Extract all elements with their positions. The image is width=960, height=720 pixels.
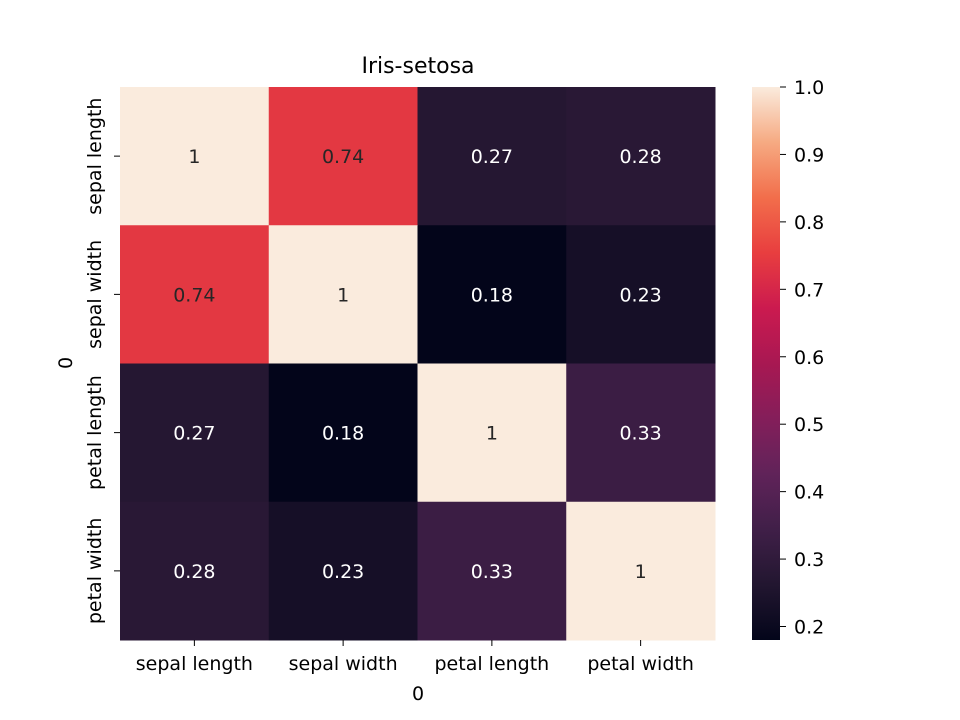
cell-value-label: 1 <box>486 423 498 445</box>
y-axis-ticks: sepal length sepal width petal length petal… <box>84 98 120 625</box>
heatmap-cell <box>120 87 270 226</box>
heatmap-cell-labels: 1 0.74 0.27 0.28 0.74 1 0.18 0.23 0.27 0.18 1 0.33 0… <box>173 146 662 583</box>
cell-value-label: 1 <box>337 284 349 306</box>
chart-title: Iris-setosa <box>361 54 474 79</box>
cell-value-label: 1 <box>635 561 647 583</box>
colorbar-tick-label: 0.6 <box>794 347 824 369</box>
colorbar-tick-label: 0.9 <box>794 144 824 166</box>
heatmap-cell <box>417 87 567 226</box>
cell-value-label: 0.33 <box>619 423 661 445</box>
colorbar-tick-label: 0.4 <box>794 482 824 504</box>
colorbar-tick-label: 0.8 <box>794 212 824 234</box>
heatmap-cell <box>566 87 716 226</box>
cell-value-label: 0.74 <box>173 284 215 306</box>
heatmap-cell <box>417 363 567 503</box>
heatmap-cell <box>120 225 270 364</box>
heatmap-cell <box>566 225 716 364</box>
y-tick-label: petal length <box>84 375 106 490</box>
cell-value-label: 0.23 <box>322 561 364 583</box>
y-axis-title: 0 <box>55 357 77 369</box>
cell-value-label: 0.74 <box>322 146 364 168</box>
heatmap-cell <box>417 225 567 364</box>
heatmap-cell <box>268 87 418 226</box>
colorbar-tick-label: 0.7 <box>794 279 824 301</box>
cell-value-label: 0.23 <box>619 284 661 306</box>
x-axis-title: 0 <box>412 683 424 705</box>
heatmap-cell <box>120 501 270 641</box>
cell-value-label: 0.18 <box>471 284 513 306</box>
colorbar <box>752 87 780 640</box>
y-tick-label: sepal width <box>84 240 106 349</box>
x-tick-label: petal width <box>587 653 694 675</box>
heatmap-cell <box>566 363 716 503</box>
x-tick-label: sepal length <box>136 653 253 675</box>
heatmap-cells <box>120 87 716 641</box>
heatmap-cell <box>268 225 418 364</box>
heatmap-cell <box>268 363 418 503</box>
cell-value-label: 0.33 <box>471 561 513 583</box>
heatmap-cell <box>566 501 716 641</box>
x-tick-label: petal length <box>435 653 550 675</box>
cell-value-label: 0.28 <box>619 146 661 168</box>
x-axis-ticks: sepal length sepal width petal length petal… <box>136 640 694 675</box>
colorbar-tick-label: 0.2 <box>794 617 824 639</box>
heatmap-cell <box>120 363 270 503</box>
cell-value-label: 0.18 <box>322 423 364 445</box>
cell-value-label: 1 <box>188 146 200 168</box>
cell-value-label: 0.28 <box>173 561 215 583</box>
cell-value-label: 0.27 <box>173 423 215 445</box>
x-tick-label: sepal width <box>289 653 398 675</box>
heatmap-cell <box>268 501 418 641</box>
y-tick-label: sepal length <box>84 98 106 215</box>
heatmap-cell <box>417 501 567 641</box>
cell-value-label: 0.27 <box>471 146 513 168</box>
y-tick-label: petal width <box>84 518 106 625</box>
colorbar-ticks: 0.2 0.3 0.4 0.5 0.6 0.7 0.8 0.9 1.0 <box>780 77 824 639</box>
colorbar-tick-label: 0.3 <box>794 549 824 571</box>
colorbar-tick-label: 1.0 <box>794 77 824 99</box>
colorbar-tick-label: 0.5 <box>794 414 824 436</box>
